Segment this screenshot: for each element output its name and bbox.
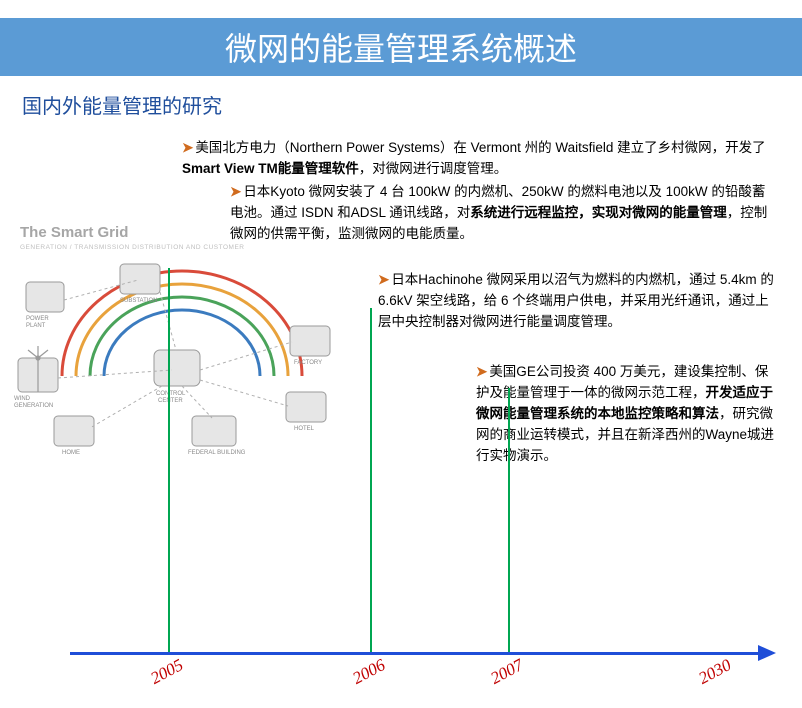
bullet-arrow-icon: ➤ <box>476 364 487 379</box>
node-label: PLANT <box>26 323 46 329</box>
arrow-right-icon <box>758 645 776 661</box>
timeline-year: 2005 <box>147 655 186 689</box>
node-label: CENTER <box>158 398 183 404</box>
timeline-year: 2007 <box>487 655 526 689</box>
node-label: WIND <box>14 396 31 402</box>
node-label: FEDERAL BUILDING <box>188 450 246 456</box>
node-label: HOTEL <box>294 426 315 432</box>
node-label: CONTROL <box>156 391 186 397</box>
bullet-arrow-icon: ➤ <box>230 184 241 199</box>
bullet-2-bold: 系统进行远程监控，实现对微网的能量管理 <box>470 205 727 220</box>
timeline-tick <box>370 308 372 654</box>
timeline-axis <box>70 652 760 655</box>
title-bar: 微网的能量管理系统概述 <box>0 18 802 76</box>
timeline-year: 2030 <box>695 655 734 689</box>
bullet-1-post: ，对微网进行调度管理。 <box>359 161 508 176</box>
timeline-tick <box>168 268 170 654</box>
bullet-arrow-icon: ➤ <box>182 140 193 155</box>
timeline: 2005 2006 2007 2030 <box>70 628 780 708</box>
content-area: ➤美国北方电力（Northern Power Systems）在 Vermont… <box>0 138 802 620</box>
timeline-tick <box>508 388 510 654</box>
section-subtitle: 国内外能量管理的研究 <box>22 90 802 119</box>
diagram-svg: POWER PLANT WIND GENERATION SUBSTATION C… <box>12 200 368 462</box>
smart-grid-diagram: The Smart Grid GENERATION / TRANSMISSION… <box>12 200 368 462</box>
bullet-3-pre: 日本Hachinohe 微网采用以沼气为燃料的内燃机，通过 5.4km 的 6.… <box>378 272 774 329</box>
node-label: SUBSTATION <box>120 298 157 304</box>
bullet-4: ➤美国GE公司投资 400 万美元，建设集控制、保护及能量管理于一体的微网示范工… <box>476 362 778 467</box>
bullet-3: ➤日本Hachinohe 微网采用以沼气为燃料的内燃机，通过 5.4km 的 6… <box>378 270 776 333</box>
node-label: GENERATION <box>14 403 53 409</box>
node-label: FACTORY <box>294 360 322 366</box>
bullet-arrow-icon: ➤ <box>378 272 389 287</box>
node-label: HOME <box>62 450 80 456</box>
bullet-1-pre: 美国北方电力（Northern Power Systems）在 Vermont … <box>195 140 765 155</box>
bullet-1: ➤美国北方电力（Northern Power Systems）在 Vermont… <box>182 138 774 180</box>
page-title: 微网的能量管理系统概述 <box>225 24 577 70</box>
node-label: POWER <box>26 316 49 322</box>
timeline-year: 2006 <box>349 655 388 689</box>
bullet-1-bold: Smart View TM能量管理软件 <box>182 161 359 176</box>
